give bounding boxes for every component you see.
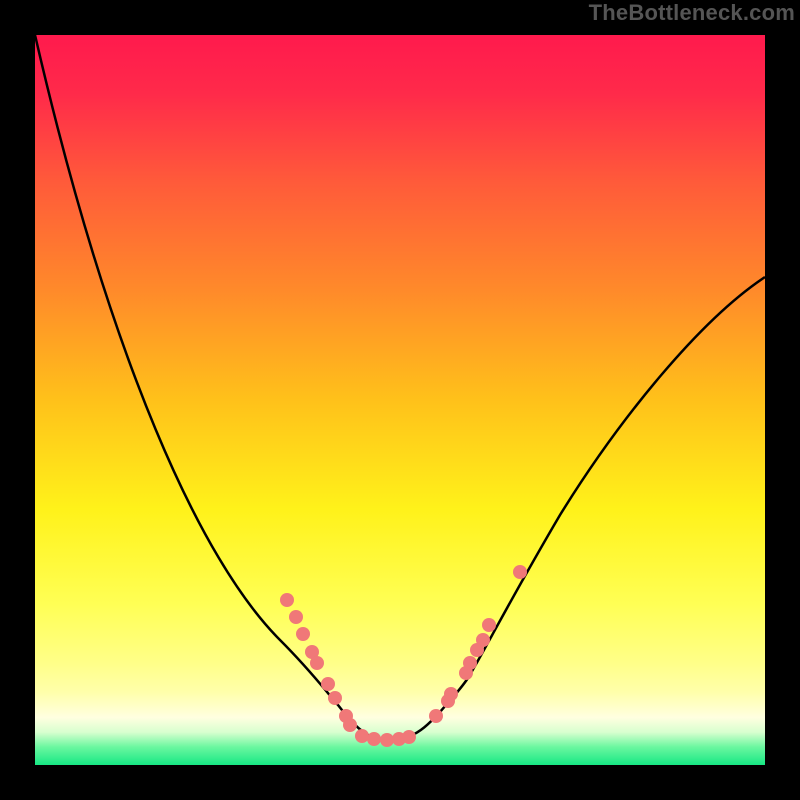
marker-point <box>476 633 490 647</box>
attribution-label: TheBottleneck.com <box>589 0 800 24</box>
marker-point <box>321 677 335 691</box>
marker-point <box>310 656 324 670</box>
marker-point <box>367 732 381 746</box>
marker-point <box>380 733 394 747</box>
marker-point <box>355 729 369 743</box>
marker-point <box>296 627 310 641</box>
marker-point <box>463 656 477 670</box>
marker-point <box>513 565 527 579</box>
chart-svg <box>0 0 800 800</box>
marker-point <box>444 687 458 701</box>
marker-point <box>280 593 294 607</box>
marker-point <box>328 691 342 705</box>
marker-point <box>429 709 443 723</box>
marker-point <box>289 610 303 624</box>
marker-point <box>402 730 416 744</box>
marker-point <box>482 618 496 632</box>
marker-point <box>343 718 357 732</box>
